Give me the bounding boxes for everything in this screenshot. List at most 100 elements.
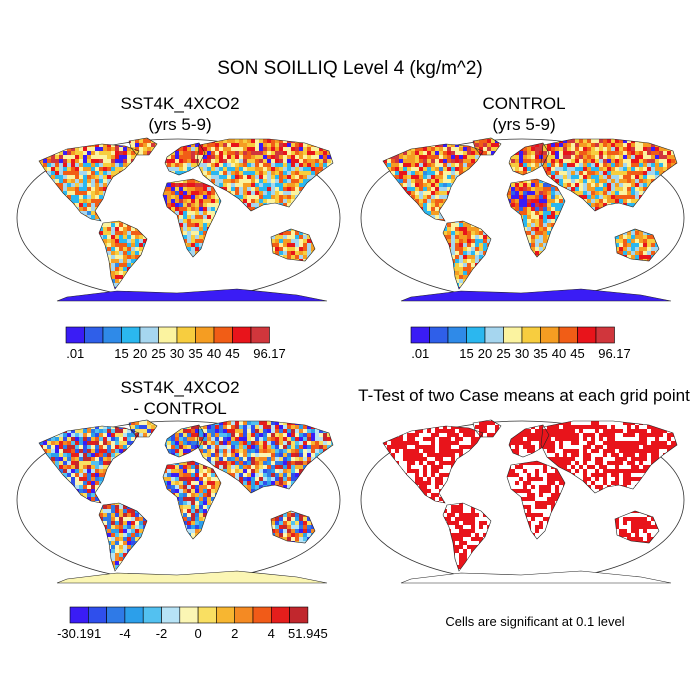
colorbar-label: .01: [411, 346, 429, 361]
colorbar-label: -4: [119, 626, 131, 641]
colorbar-box: [69, 606, 89, 624]
colorbar-box: [142, 606, 162, 624]
colorbar-box: [232, 326, 252, 344]
coastline-asia: [196, 420, 334, 494]
colorbar-box: [179, 606, 199, 624]
colorbar-box: [197, 606, 217, 624]
coastline-antarctica: [56, 288, 328, 302]
coastline-europe: [164, 142, 206, 176]
colorbar-label: 45: [225, 346, 239, 361]
colorbar-label: .01: [66, 346, 84, 361]
colorbar-label: 40: [207, 346, 221, 361]
colorbar-label: 45: [570, 346, 584, 361]
colorbar-label: 0: [194, 626, 201, 641]
coastline-antarctica: [56, 570, 328, 584]
coastline-greenland: [472, 419, 502, 438]
colorbar-box: [65, 326, 85, 344]
colorbar-label: 20: [478, 346, 492, 361]
colorbar-label: -2: [156, 626, 168, 641]
map-panel-ttest: [360, 419, 685, 584]
colorbar-test: .01 15 20 25 30 35 40 45 96.17: [65, 326, 286, 361]
colorbar-box: [577, 326, 597, 344]
panel-title-control: CONTROL (yrs 5-9): [424, 93, 624, 135]
colorbar-control: .01 15 20 25 30 35 40 45 96.17: [410, 326, 631, 361]
colorbar-label: 96.17: [598, 346, 631, 361]
colorbar-label: 4: [268, 626, 275, 641]
colorbar-label: 15: [459, 346, 473, 361]
coastline-africa: [506, 460, 566, 540]
coastline-asia: [540, 138, 678, 212]
coastline-north-america: [382, 143, 484, 222]
panel-title-control-line1: CONTROL: [482, 94, 566, 113]
colorbar-box: [139, 326, 159, 344]
coastline-south-america: [442, 502, 492, 572]
colorbar-box: [84, 326, 104, 344]
coastline-australia: [614, 510, 660, 544]
colorbar-box: [429, 326, 449, 344]
coastline-south-america: [98, 502, 148, 572]
colorbar-box: [521, 326, 541, 344]
coastline-australia: [270, 510, 316, 544]
coastline-africa: [162, 178, 222, 258]
coastline-asia: [196, 138, 334, 212]
colorbar-box: [176, 326, 196, 344]
colorbar-box: [124, 606, 144, 624]
colorbar-label: 2: [231, 626, 238, 641]
colorbar-box: [271, 606, 290, 624]
colorbar-box: [195, 326, 215, 344]
coastline-europe: [508, 142, 550, 176]
coastline-europe: [508, 424, 550, 458]
colorbar-difference: -30.191 -4 -2 0 2 4 51.945: [57, 606, 328, 641]
panel-title-ttest: T-Test of two Case means at each grid po…: [358, 386, 690, 405]
coastline-north-america: [382, 425, 484, 504]
coastline-australia: [614, 228, 660, 262]
colorbar-box: [216, 606, 235, 624]
colorbar-label: 30: [515, 346, 529, 361]
colorbar-box: [289, 606, 309, 624]
colorbar-box: [158, 326, 178, 344]
colorbar-box: [503, 326, 523, 344]
colorbar-label: 35: [188, 346, 202, 361]
colorbar-box: [484, 326, 504, 344]
colorbar-box: [252, 606, 272, 624]
colorbar-label: 40: [552, 346, 566, 361]
colorbar-box: [106, 606, 126, 624]
coastline-north-america: [38, 143, 140, 222]
coastline-greenland: [128, 137, 158, 156]
coastline-greenland: [128, 419, 158, 438]
colorbar-box: [595, 326, 615, 344]
panel-title-test: SST4K_4XCO2 (yrs 5-9): [80, 93, 280, 135]
colorbar-label: 30: [170, 346, 184, 361]
coastline-asia: [540, 420, 678, 494]
coastline-south-america: [442, 220, 492, 290]
colorbar-box: [213, 326, 233, 344]
colorbar-box: [410, 326, 430, 344]
colorbar-label: -30.191: [57, 626, 101, 641]
coastline-north-america: [38, 425, 140, 504]
colorbar-box: [102, 326, 122, 344]
figure-title: SON SOILLIQ Level 4 (kg/m^2): [217, 58, 483, 79]
colorbar-box: [447, 326, 467, 344]
colorbar-box: [121, 326, 141, 344]
coastline-greenland: [472, 137, 502, 156]
colorbar-box: [250, 326, 270, 344]
coastline-africa: [162, 460, 222, 540]
map-panel-control: [360, 137, 685, 302]
coastline-antarctica: [400, 288, 672, 302]
colorbar-box: [558, 326, 578, 344]
colorbar-label: 25: [496, 346, 510, 361]
panel-title-test-line1: SST4K_4XCO2: [120, 94, 240, 113]
map-panel-test: [16, 137, 341, 302]
colorbar-box: [234, 606, 254, 624]
panel-title-diff-line1: SST4K_4XCO2: [120, 378, 240, 397]
map-panel-difference: [16, 419, 341, 584]
coastline-antarctica: [400, 570, 672, 584]
colorbar-box: [161, 606, 181, 624]
panel-title-control-line2: (yrs 5-9): [492, 115, 556, 134]
coastline-australia: [270, 228, 316, 262]
colorbar-box: [87, 606, 107, 624]
panel-title-test-line2: (yrs 5-9): [148, 115, 212, 134]
colorbar-label: 51.945: [288, 626, 328, 641]
colorbar-label: 35: [533, 346, 547, 361]
coastline-africa: [506, 178, 566, 258]
